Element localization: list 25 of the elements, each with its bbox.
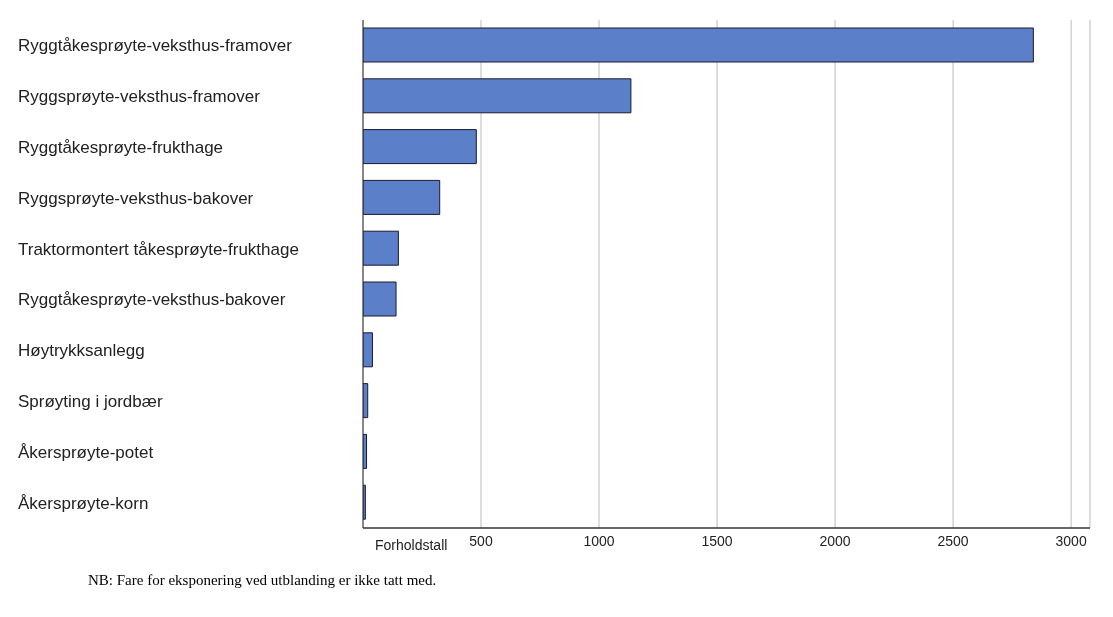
x-axis-title: Forholdstall: [375, 536, 448, 553]
bar: [363, 27, 1034, 63]
y-tick-label: Ryggsprøyte-veksthus-framover: [18, 87, 261, 107]
y-tick-label: Ryggtåkesprøyte-veksthus-framover: [18, 36, 293, 56]
y-tick-label: Ryggtåkesprøyte-veksthus-bakover: [18, 290, 286, 310]
y-tick-label: Ryggtåkesprøyte-frukthage: [18, 138, 224, 157]
x-tick-label: 500: [469, 532, 493, 549]
x-tick-label: 1500: [701, 532, 733, 549]
bar: [363, 332, 373, 368]
bar: [363, 129, 477, 165]
bar: [363, 281, 397, 317]
y-tick-label: Ryggsprøyte-veksthus-bakover: [18, 188, 254, 208]
bar: [363, 78, 632, 114]
x-tick-label: 1000: [583, 532, 615, 549]
y-tick-label: Sprøyting i jordbær: [18, 392, 163, 411]
x-tick-label: 3000: [1055, 532, 1087, 549]
bar: [363, 230, 399, 266]
y-tick-label: Åkersprøyte-korn: [18, 493, 149, 513]
y-tick-label: Traktormontert tåkesprøyte-frukthage: [18, 239, 299, 259]
y-tick-label: Åkersprøyte-potet: [18, 442, 154, 462]
bar: [363, 179, 441, 215]
x-tick-label: 2500: [937, 532, 969, 549]
x-tick-label: 2000: [819, 532, 851, 549]
y-tick-label: Høytrykksanlegg: [18, 341, 145, 361]
text: NB: Fare for eksponering ved utblanding er ikke tatt med.: [88, 572, 438, 589]
